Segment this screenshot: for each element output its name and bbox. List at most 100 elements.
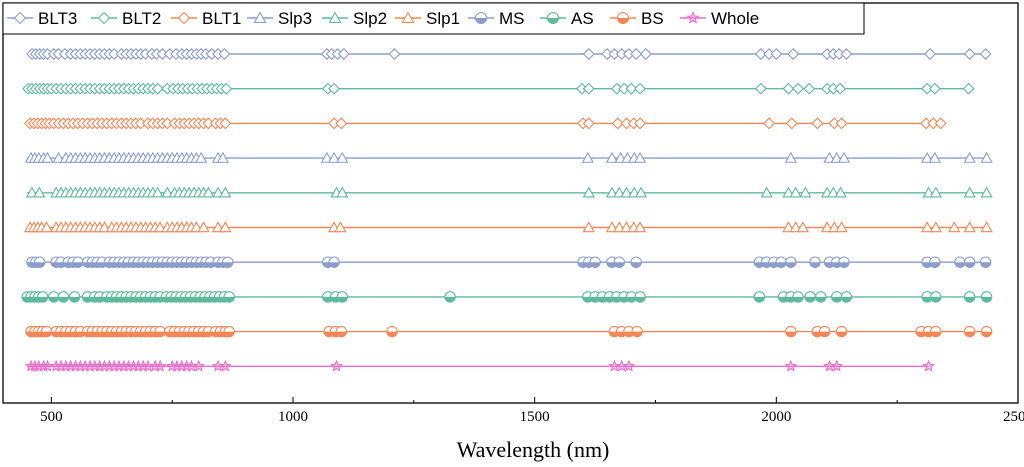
- data-point: [582, 48, 595, 60]
- data-point: [830, 291, 843, 303]
- data-point: [784, 151, 797, 163]
- data-point: [33, 186, 46, 198]
- data-point: [330, 359, 343, 372]
- legend-label: BLT3: [38, 9, 77, 28]
- data-point: [223, 325, 235, 338]
- data-point: [922, 186, 935, 198]
- data-point: [954, 256, 966, 268]
- data-point: [68, 291, 81, 303]
- data-point: [835, 117, 848, 130]
- legend-marker: [474, 11, 488, 25]
- data-point: [605, 186, 619, 198]
- legend-label: Slp1: [426, 9, 460, 28]
- data-point: [980, 325, 993, 338]
- data-point: [980, 221, 993, 233]
- data-point: [753, 291, 766, 303]
- data-point: [820, 221, 834, 233]
- data-point: [634, 82, 647, 95]
- data-point: [840, 48, 853, 60]
- data-point: [582, 117, 595, 130]
- legend-label: Slp3: [278, 9, 312, 28]
- data-point: [153, 359, 167, 372]
- series-layer: [21, 48, 993, 372]
- data-point: [222, 256, 234, 268]
- data-point: [784, 359, 798, 372]
- data-point: [929, 256, 941, 268]
- legend-marker: [97, 11, 111, 25]
- legend-marker: [328, 11, 342, 23]
- data-point: [335, 325, 348, 338]
- data-point: [634, 117, 647, 130]
- data-point: [930, 291, 942, 303]
- data-point: [98, 221, 111, 233]
- legend-item-slp2: Slp2: [322, 9, 387, 28]
- data-point: [337, 48, 350, 60]
- data-point: [336, 186, 349, 198]
- legend-marker: [13, 11, 27, 25]
- data-point: [789, 221, 802, 233]
- legend-item-slp1: Slp1: [395, 9, 460, 28]
- data-point: [785, 325, 797, 338]
- legend-label: BLT1: [202, 9, 241, 28]
- legend-label: BS: [641, 9, 664, 28]
- data-point: [789, 186, 802, 198]
- data-point: [963, 256, 976, 268]
- series-slp1: [23, 221, 993, 233]
- series-bs: [25, 325, 993, 338]
- data-point: [190, 221, 203, 233]
- data-point: [216, 151, 230, 163]
- data-point: [804, 291, 816, 303]
- x-tick-label: 2000: [761, 409, 791, 425]
- data-point: [151, 82, 164, 95]
- legend-marker: [177, 11, 191, 25]
- data-point: [631, 325, 643, 338]
- data-point: [809, 256, 821, 268]
- data-point: [828, 221, 841, 233]
- data-point: [962, 82, 975, 95]
- data-point: [770, 48, 783, 60]
- data-point: [634, 186, 648, 198]
- data-point: [622, 359, 636, 372]
- data-point: [334, 221, 347, 233]
- data-point: [639, 48, 652, 60]
- legend-marker: [686, 11, 700, 24]
- data-point: [195, 151, 208, 163]
- legend-label: BLT2: [122, 9, 161, 28]
- data-point: [33, 256, 46, 268]
- data-point: [963, 325, 976, 338]
- data-point: [763, 117, 776, 130]
- data-point: [192, 359, 206, 372]
- data-point: [837, 151, 851, 163]
- series-as: [21, 291, 993, 303]
- data-point: [803, 82, 816, 95]
- data-point: [581, 151, 594, 163]
- data-point: [154, 325, 166, 338]
- data-point: [40, 325, 53, 338]
- data-point: [220, 82, 233, 95]
- legend-label: MS: [499, 9, 525, 28]
- x-tick-label: 1500: [520, 409, 550, 425]
- legend-marker: [546, 11, 560, 25]
- data-point: [930, 325, 942, 338]
- data-point: [922, 359, 935, 372]
- data-point: [834, 82, 847, 95]
- data-point: [979, 256, 992, 268]
- data-point: [52, 151, 65, 163]
- legend-item-blt3: BLT3: [7, 9, 77, 28]
- legend-label: AS: [571, 9, 594, 28]
- legend: BLT3 BLT2 BLT1 Slp3 Slp2 Slp1 MS AS BS Whole: [2, 2, 865, 35]
- x-tick-label: 500: [40, 409, 63, 425]
- data-point: [834, 186, 847, 198]
- data-point: [782, 82, 795, 95]
- series-blt3: [26, 48, 992, 60]
- data-point: [838, 256, 850, 268]
- data-point: [605, 151, 619, 163]
- data-point: [929, 186, 942, 198]
- data-point: [835, 325, 848, 338]
- data-point: [386, 325, 398, 338]
- data-point: [827, 186, 840, 198]
- series-ms: [26, 256, 992, 268]
- data-point: [219, 186, 232, 198]
- data-point: [219, 117, 232, 130]
